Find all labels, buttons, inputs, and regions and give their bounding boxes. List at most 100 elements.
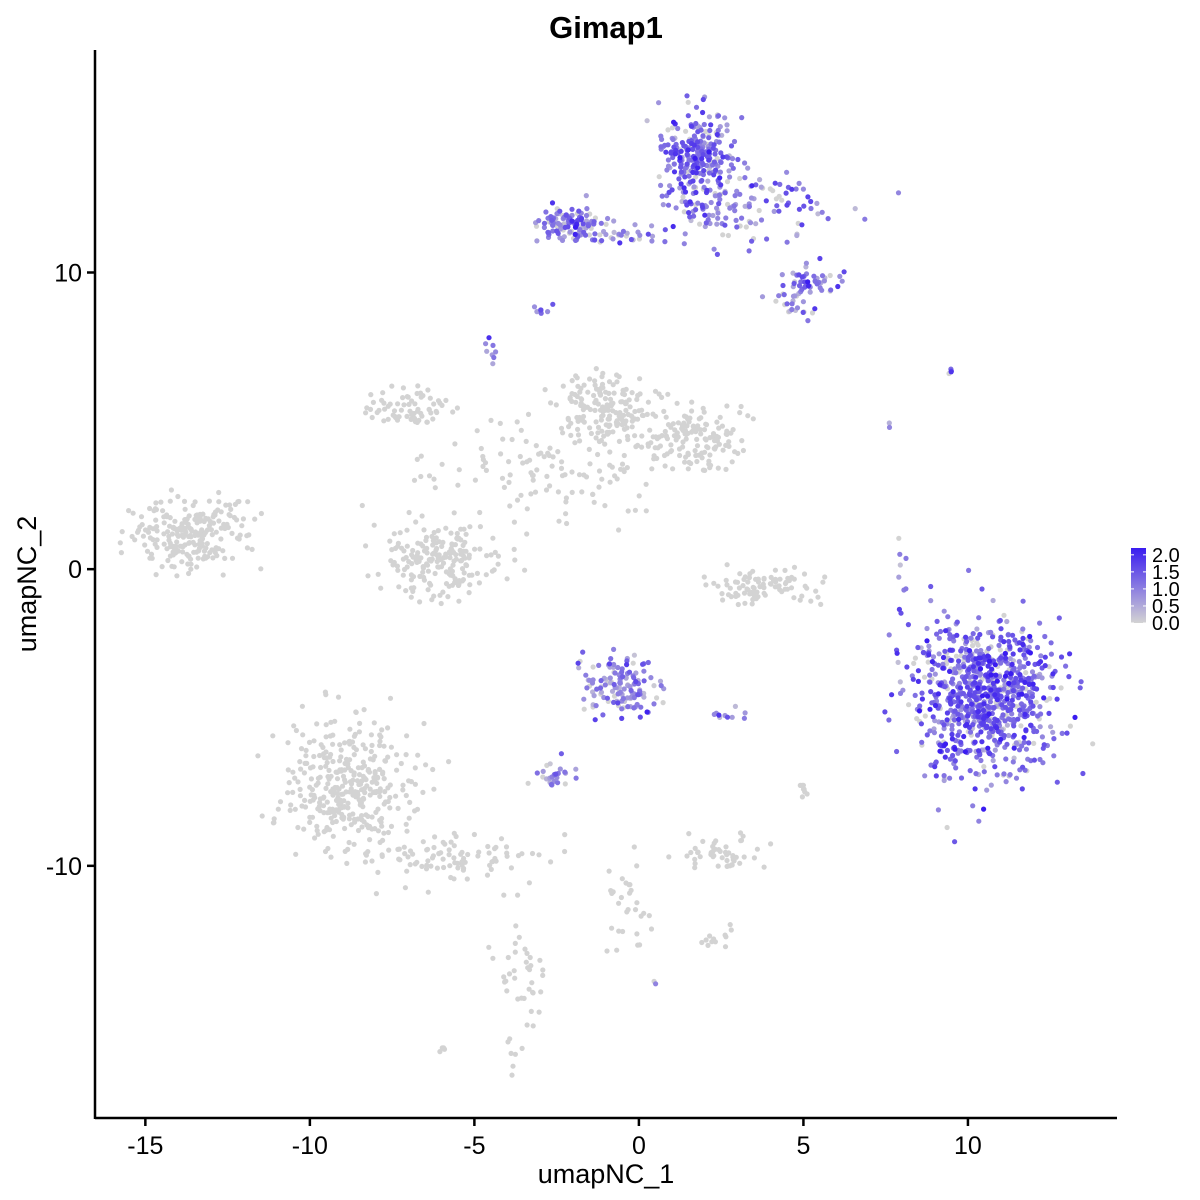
cell-point: [648, 926, 655, 932]
cell-point: [636, 493, 642, 499]
cell-point: [175, 548, 181, 554]
cell-point: [707, 127, 713, 134]
cell-point: [347, 757, 353, 763]
cell-point: [550, 222, 556, 228]
cell-point: [1042, 663, 1048, 669]
cell-point: [659, 193, 665, 199]
cell-point: [418, 555, 424, 561]
cell-point: [509, 1072, 515, 1078]
cell-point: [665, 127, 671, 133]
cell-point: [540, 967, 546, 973]
cell-point: [575, 426, 581, 432]
cell-point: [934, 618, 940, 625]
cell-point: [540, 768, 546, 775]
cell-point: [425, 858, 431, 864]
cell-point: [707, 452, 713, 458]
cell-point: [776, 293, 782, 299]
cell-point: [693, 104, 700, 110]
cell-point: [526, 986, 532, 992]
cell-point: [357, 720, 363, 727]
cell-point: [963, 674, 969, 680]
cell-point: [548, 859, 554, 865]
cell-point: [969, 701, 975, 707]
cell-point: [621, 468, 627, 475]
cell-point: [728, 927, 734, 933]
cell-point: [975, 685, 981, 691]
cell-point: [616, 527, 622, 533]
cell-point: [1072, 714, 1078, 721]
cell-point: [147, 535, 153, 541]
cell-point: [290, 769, 296, 775]
cell-point: [377, 789, 383, 795]
cell-point: [1020, 685, 1026, 691]
cell-point: [977, 752, 983, 758]
cell-point: [181, 532, 187, 538]
cell-point: [981, 685, 987, 691]
cell-point: [770, 188, 776, 194]
cell-point: [656, 174, 662, 180]
cell-point: [629, 424, 635, 430]
cell-point: [658, 133, 664, 139]
cell-point: [694, 458, 700, 465]
cell-point: [973, 648, 980, 654]
cell-point: [686, 173, 692, 179]
cell-point: [394, 767, 400, 773]
cell-point: [334, 776, 341, 782]
cell-point: [227, 502, 233, 508]
cell-point: [596, 438, 603, 445]
cell-point: [917, 703, 923, 709]
cell-point: [203, 554, 209, 560]
cell-point: [700, 405, 706, 411]
cell-point: [706, 212, 712, 218]
cell-point: [308, 792, 314, 798]
cell-point: [440, 839, 446, 845]
cell-point: [592, 382, 598, 388]
cell-point: [973, 771, 979, 777]
cell-point: [324, 799, 330, 805]
cell-point: [347, 726, 353, 732]
cell-point: [949, 736, 956, 742]
cell-point: [724, 857, 730, 864]
cell-point: [637, 391, 643, 397]
cell-point: [703, 128, 709, 135]
cell-point: [722, 944, 729, 950]
cell-point: [1022, 711, 1028, 718]
cell-point: [926, 643, 932, 649]
cell-point: [708, 122, 714, 128]
cell-point: [216, 499, 222, 505]
cell-point: [536, 218, 542, 224]
cell-point: [703, 220, 709, 226]
cell-point: [724, 122, 730, 128]
cell-point: [393, 415, 399, 421]
cell-point: [927, 679, 933, 685]
cell-point: [691, 213, 697, 219]
cell-point: [529, 850, 536, 857]
cell-point: [988, 629, 994, 636]
cell-point: [341, 798, 347, 804]
cell-point: [703, 582, 709, 588]
cell-point: [948, 657, 954, 663]
cell-point: [1029, 694, 1035, 700]
cell-point: [837, 273, 843, 279]
cell-point: [1016, 659, 1022, 665]
cell-point: [356, 729, 362, 735]
cell-point: [671, 119, 677, 125]
y-tick-label: 0: [68, 556, 82, 584]
cell-point: [694, 443, 701, 449]
cell-point: [695, 165, 701, 171]
cell-point: [425, 846, 431, 852]
cell-point: [458, 537, 464, 543]
cell-point: [440, 560, 447, 566]
cell-point: [381, 830, 387, 836]
cell-point: [403, 588, 409, 594]
cell-point: [330, 741, 336, 747]
cell-point: [665, 422, 672, 428]
cell-point: [549, 217, 555, 223]
cell-point: [998, 736, 1004, 742]
cell-point: [772, 180, 778, 186]
cell-point: [186, 540, 192, 546]
cell-point: [619, 706, 625, 712]
cell-point: [670, 154, 676, 161]
cell-point: [356, 772, 363, 778]
cell-point: [928, 583, 934, 590]
